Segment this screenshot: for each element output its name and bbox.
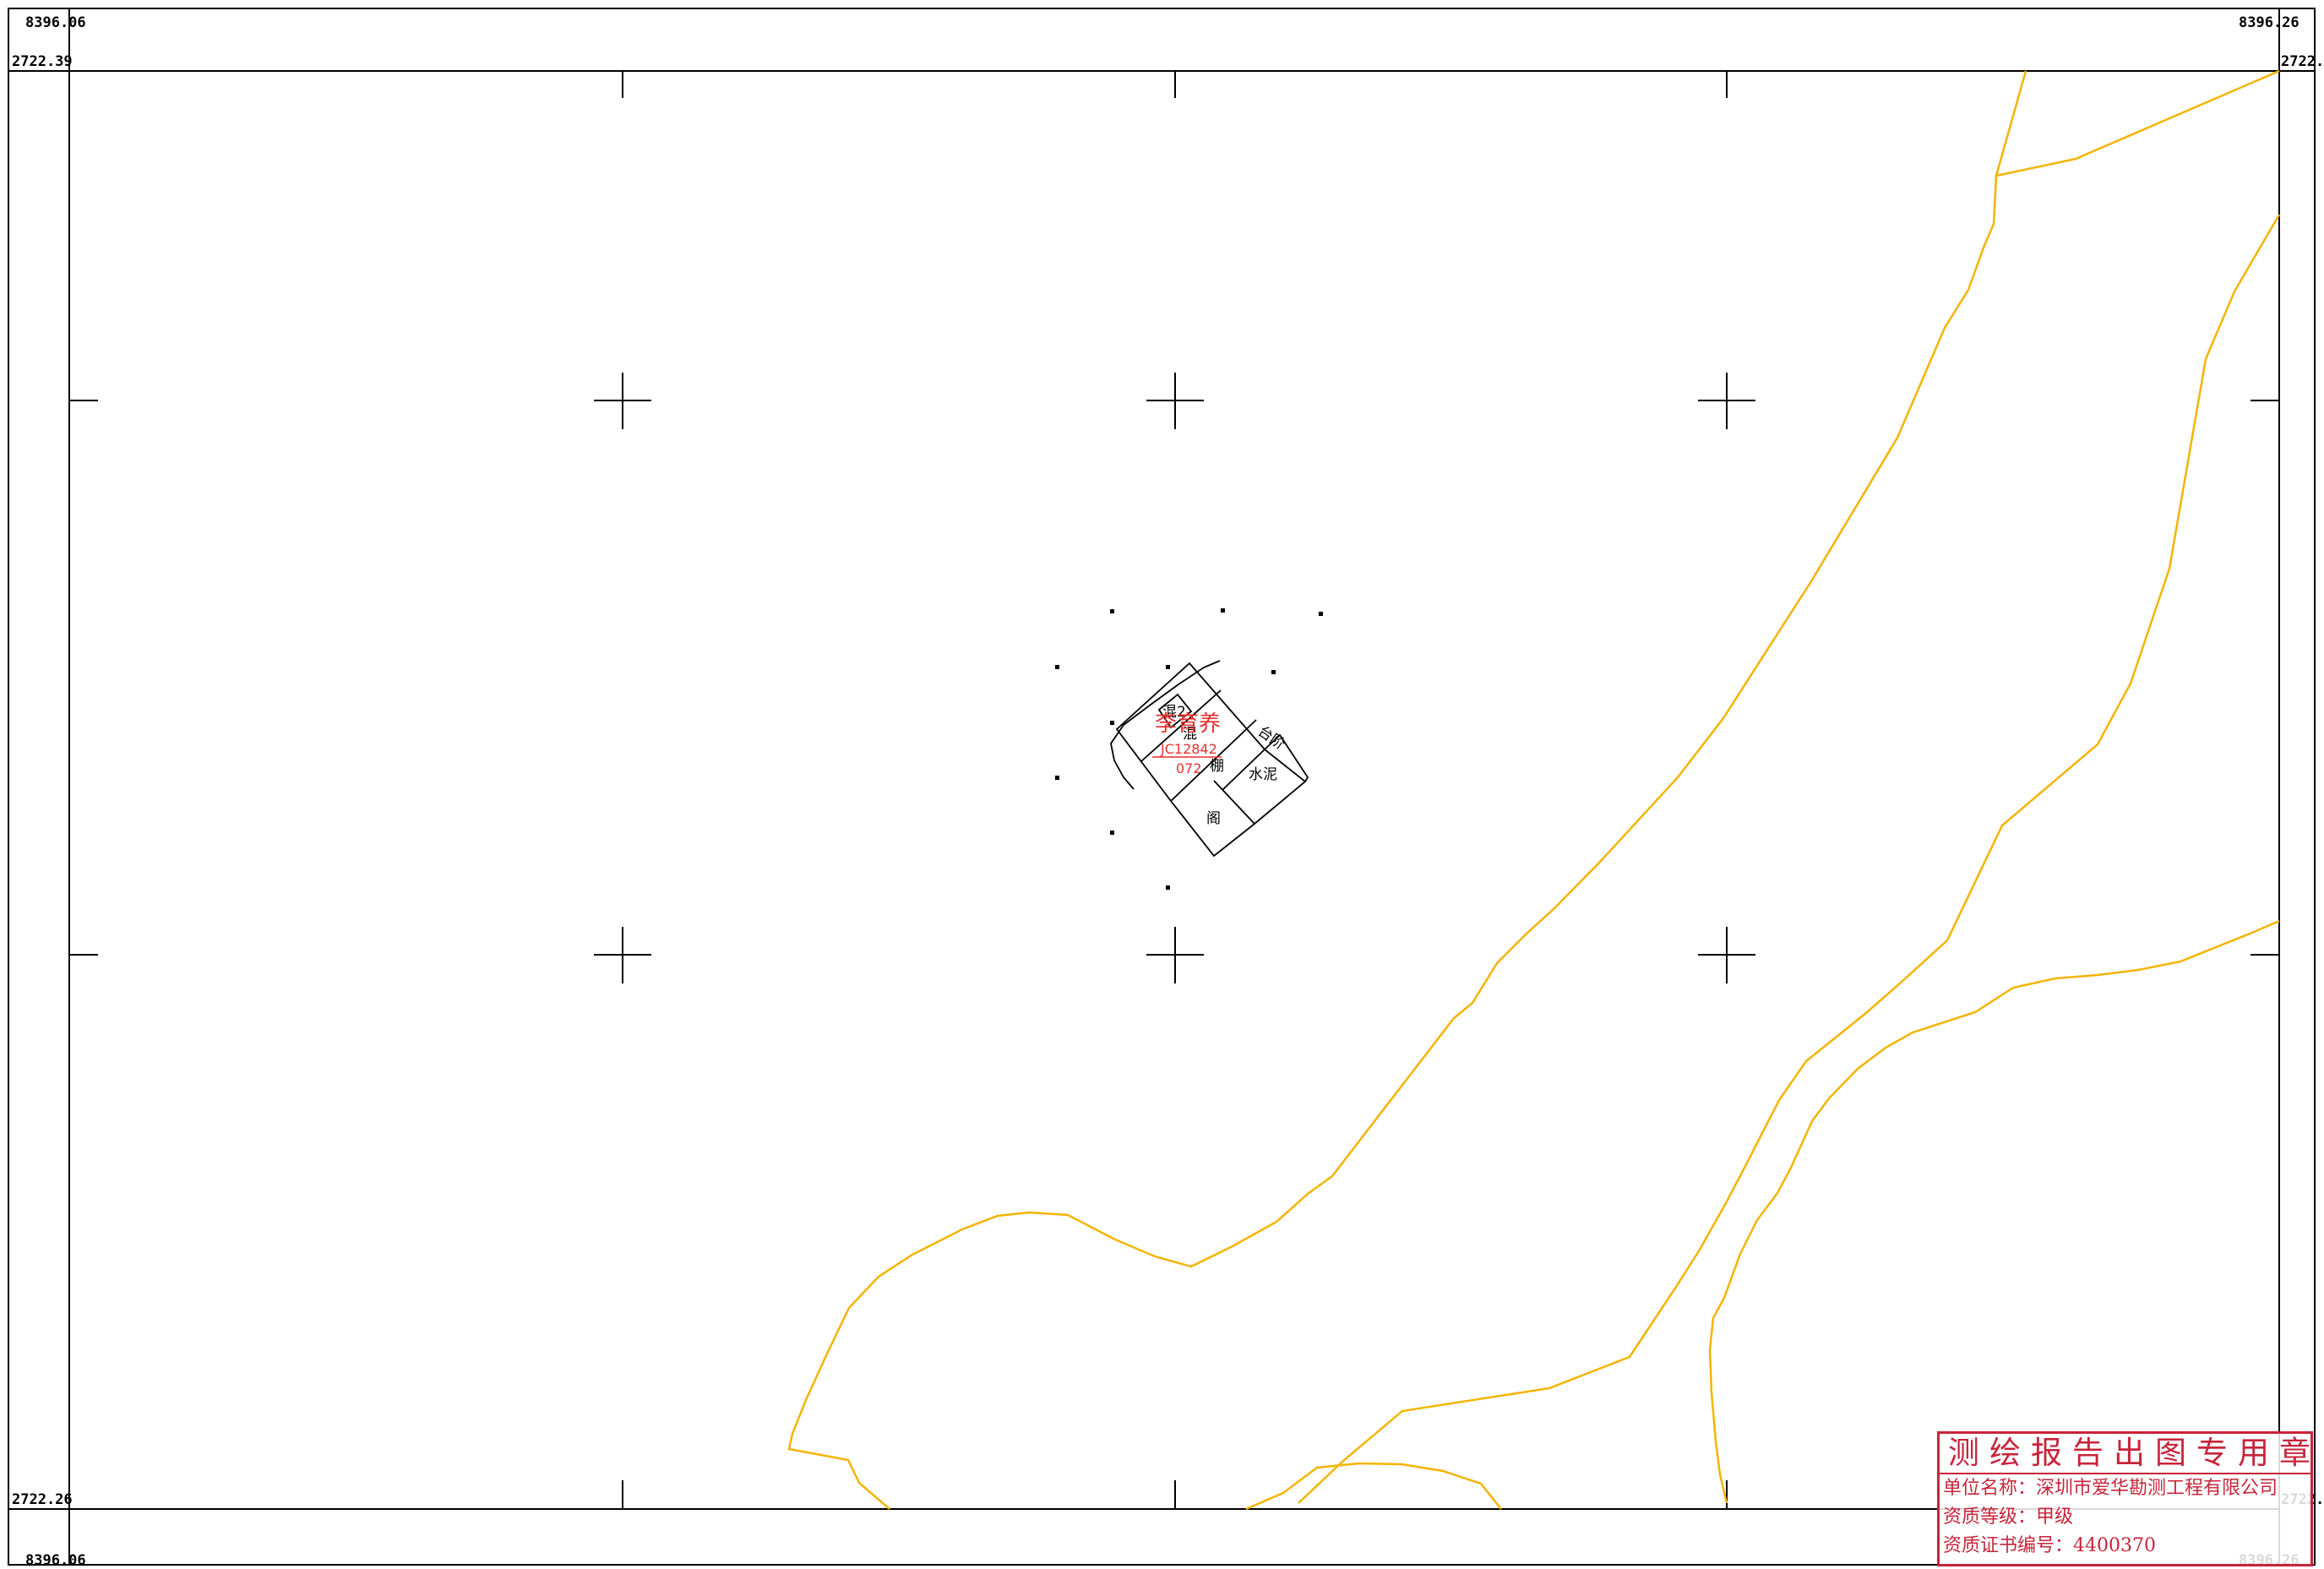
coord-top-left-x: 8396.06: [25, 14, 86, 31]
stamp-cert-value: 4400370: [2073, 1535, 2156, 1556]
stamp-grade-value: 甲级: [2036, 1506, 2074, 1528]
room-label-cement: 水泥: [1249, 766, 1277, 783]
stamp-cert-row: 资质证书编号：4400370: [1940, 1532, 2310, 1561]
coord-top-right-x: 8396.26: [2239, 14, 2300, 31]
room-label-mixed-2: 混2: [1162, 704, 1186, 721]
outer-frame: [8, 8, 2316, 1566]
stamp-unit-label: 单位名称：: [1943, 1478, 2037, 1499]
road-lines: [787, 69, 2281, 1511]
stamp-unit-value: 深圳市爱华勘测工程有限公司: [2036, 1478, 2278, 1499]
room-label-steps: 台阶: [1255, 723, 1287, 754]
grid-crosses: [594, 373, 1755, 983]
survey-points: [1055, 608, 1323, 890]
room-label-mixed: 混: [1183, 726, 1197, 743]
room-label-shed: 棚: [1210, 758, 1224, 775]
parcel-code: JC12842: [1160, 741, 1217, 757]
parcel-owner-name: 李育养: [1155, 711, 1221, 737]
parcel-number: 072: [1176, 760, 1202, 776]
coord-bottom-left-x: 8396.06: [25, 1552, 86, 1569]
coord-top-left-y: 2722.39: [12, 53, 73, 70]
edge-ticks: [69, 71, 2279, 1509]
coord-top-right-y: 2722.39: [2281, 53, 2324, 70]
stamp-title: 测绘报告出图专用章: [1940, 1434, 2310, 1474]
stamp-unit-row: 单位名称：深圳市爱华勘测工程有限公司: [1940, 1474, 2310, 1503]
stamp-cert-label: 资质证书编号：: [1943, 1535, 2074, 1556]
coord-bottom-left-y: 2722.26: [12, 1491, 73, 1508]
corner-separators: [8, 8, 2315, 1565]
building-parcel: [1110, 660, 1309, 858]
stamp-grade-label: 资质等级：: [1943, 1506, 2037, 1528]
stamp-grade-row: 资质等级：甲级: [1940, 1503, 2310, 1532]
survey-report-stamp: 测绘报告出图专用章 单位名称：深圳市爱华勘测工程有限公司 资质等级：甲级 资质证…: [1937, 1431, 2313, 1566]
room-label-pavilion: 阁: [1206, 810, 1221, 827]
inner-map-frame: [68, 70, 2280, 1510]
